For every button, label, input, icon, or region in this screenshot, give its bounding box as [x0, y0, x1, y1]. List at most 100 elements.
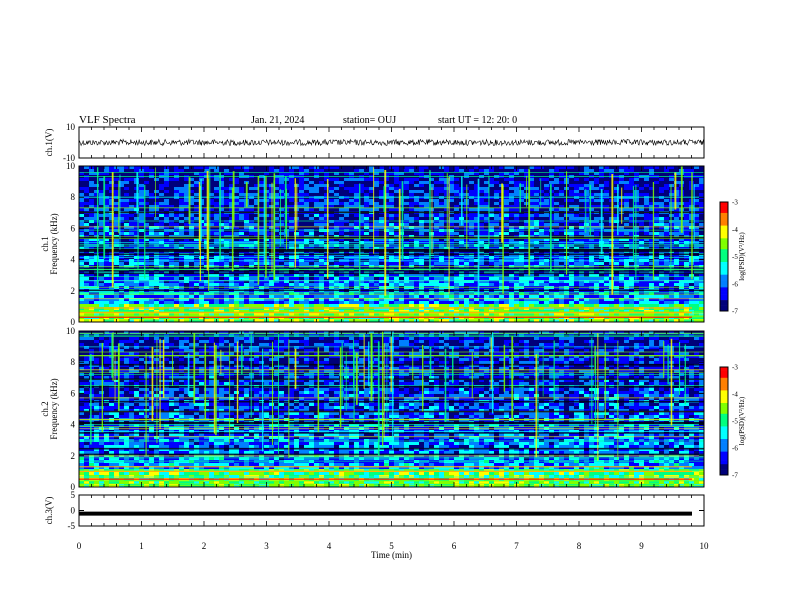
ch1-spectrogram-cell [174, 190, 180, 194]
ch1-spectrogram-cell [149, 202, 155, 206]
ch1-spectrogram-cell [109, 193, 115, 197]
ch1-spectrogram-cell [384, 208, 390, 212]
ch1-spectrogram-cell [444, 199, 450, 203]
ch1-spectrogram-cell [639, 223, 645, 227]
ch1-spectrogram-cell [424, 274, 430, 278]
ch1-spectrogram-cell [674, 181, 680, 185]
ch1-spectrogram-cell [209, 193, 215, 197]
ch1-spectrogram-cell [419, 202, 425, 206]
ch1-spectrogram-cell [384, 187, 390, 191]
ch1-spectrogram-cell [349, 199, 355, 203]
ch1-spectrogram-cell [269, 181, 275, 185]
ch1-spectrogram-cell [639, 184, 645, 188]
ch1-spectrogram-cell [314, 229, 320, 233]
ch1-spectrogram-cell [349, 202, 355, 206]
ch1-spectrogram-cell [189, 172, 195, 176]
ch1-spectrogram-cell [369, 178, 375, 182]
ch1-spectrogram-cell [309, 199, 315, 203]
ch1-spectrogram-cell [89, 274, 95, 278]
ch1-spectrogram-cell [299, 193, 305, 197]
ch1-spectrogram-cell [259, 187, 265, 191]
ch1-spectrogram-cell [314, 262, 320, 266]
ch1-spectrogram-cell [209, 205, 215, 209]
ch1-spectrogram-cell [634, 172, 640, 176]
ch1-spectrogram-cell [209, 229, 215, 233]
ch1-spectrogram-cell [504, 226, 510, 230]
ch1-spectrogram-cell [364, 208, 370, 212]
ch1-spectrogram-cell [449, 190, 455, 194]
ch1-spectrogram-cell [444, 202, 450, 206]
ch1-spectrogram-cell [159, 262, 165, 266]
ch1-spectrogram-cell [364, 280, 370, 284]
ch1-spectrogram-cell [644, 280, 650, 284]
ch1-spectrogram-cell [649, 262, 655, 266]
ch1-spectrogram-cell [249, 277, 255, 281]
ch1-spectrogram-cell [594, 178, 600, 182]
ch1-spectrogram-cell [324, 214, 330, 218]
ch1-spectrogram-cell [154, 169, 160, 173]
ch1-spectrogram-cell [224, 244, 230, 248]
ch1-spectrogram-cell [449, 229, 455, 233]
ch1-spectrogram-cell [89, 184, 95, 188]
ch1-spectrogram-cell [589, 181, 595, 185]
ch1-spectrogram-cell [339, 217, 345, 221]
ch1-spectrogram-cell [429, 274, 435, 278]
ch1-spectrogram-cell [674, 217, 680, 221]
ch1-spectrogram-cell [209, 172, 215, 176]
ch1-spectrogram-cell [659, 226, 665, 230]
ch1-spectrogram-cell [484, 178, 490, 182]
ch1-spectrogram-cell [224, 190, 230, 194]
ch1-spectrogram-cell [699, 274, 705, 278]
ch1-spectrogram-cell [444, 220, 450, 224]
ch1-spectrogram-cell [284, 274, 290, 278]
ch1-spectrogram-cell [374, 178, 380, 182]
ch1-spectrogram-cell [274, 178, 280, 182]
ch1-spectrogram-cell [434, 214, 440, 218]
ch1-spectrogram-cell [144, 169, 150, 173]
ch1-spectrogram-cell [354, 232, 360, 236]
ch1-spectrogram-cell [99, 262, 105, 266]
ch1-spectrogram-cell [414, 187, 420, 191]
ch1-spectrogram-cell [459, 262, 465, 266]
ch1-spectrogram-cell [339, 274, 345, 278]
ch1-spectrogram-cell [394, 280, 400, 284]
ch1-spectrogram-cell [244, 208, 250, 212]
ch1-spectrogram-cell [344, 262, 350, 266]
ch1-spectrogram-cell [634, 199, 640, 203]
ch1-spectrogram-cell [129, 262, 135, 266]
ch1-spectrogram-cell [654, 244, 660, 248]
ch1-spectrogram-cell [489, 208, 495, 212]
ch1-spectrogram-cell [339, 184, 345, 188]
ch1-spectrogram-cell [374, 181, 380, 185]
ch1-spectrogram-cell [544, 274, 550, 278]
ch1-spectrogram-cell [509, 178, 515, 182]
ch1-spectrogram-cell [114, 190, 120, 194]
ch1-spectrogram-cell [364, 184, 370, 188]
ch1-spectrogram-cell [334, 187, 340, 191]
ch1-spectrogram-cell [539, 169, 545, 173]
ch1-spectrogram-cell [414, 184, 420, 188]
ch1-spectrogram-cell [464, 277, 470, 281]
ch1-spectrogram-cell [159, 193, 165, 197]
ch1-spectrogram-cell [354, 166, 360, 170]
ch1-spectrogram-cell [124, 205, 130, 209]
ch1-spectrogram-cell [664, 238, 670, 242]
ch1-spectrogram-cell [649, 166, 655, 170]
ch1-spectrogram-cell [634, 214, 640, 218]
ch1-spectrogram-cell [624, 238, 630, 242]
ch1-spectrogram-cell [169, 184, 175, 188]
ch1-spectrogram-cell [614, 169, 620, 173]
ch1-spectrogram-cell [444, 184, 450, 188]
ch1-spectrogram-cell [189, 244, 195, 248]
ch1-spectrogram-cell [414, 190, 420, 194]
ch1-spectrogram-cell [539, 238, 545, 242]
ch1-spectrogram-cell [569, 226, 575, 230]
ch1-spectrogram-cell [599, 184, 605, 188]
ch1-spectrogram-cell [664, 199, 670, 203]
ch1-spectrogram-cell [174, 205, 180, 209]
ch1-spectrogram-cell [369, 208, 375, 212]
ch1-spectrogram-cell [694, 205, 700, 209]
ch1-spectrogram-cell [104, 280, 110, 284]
ch1-spectrogram-cell [669, 232, 675, 236]
ch1-spectrogram-cell [554, 214, 560, 218]
